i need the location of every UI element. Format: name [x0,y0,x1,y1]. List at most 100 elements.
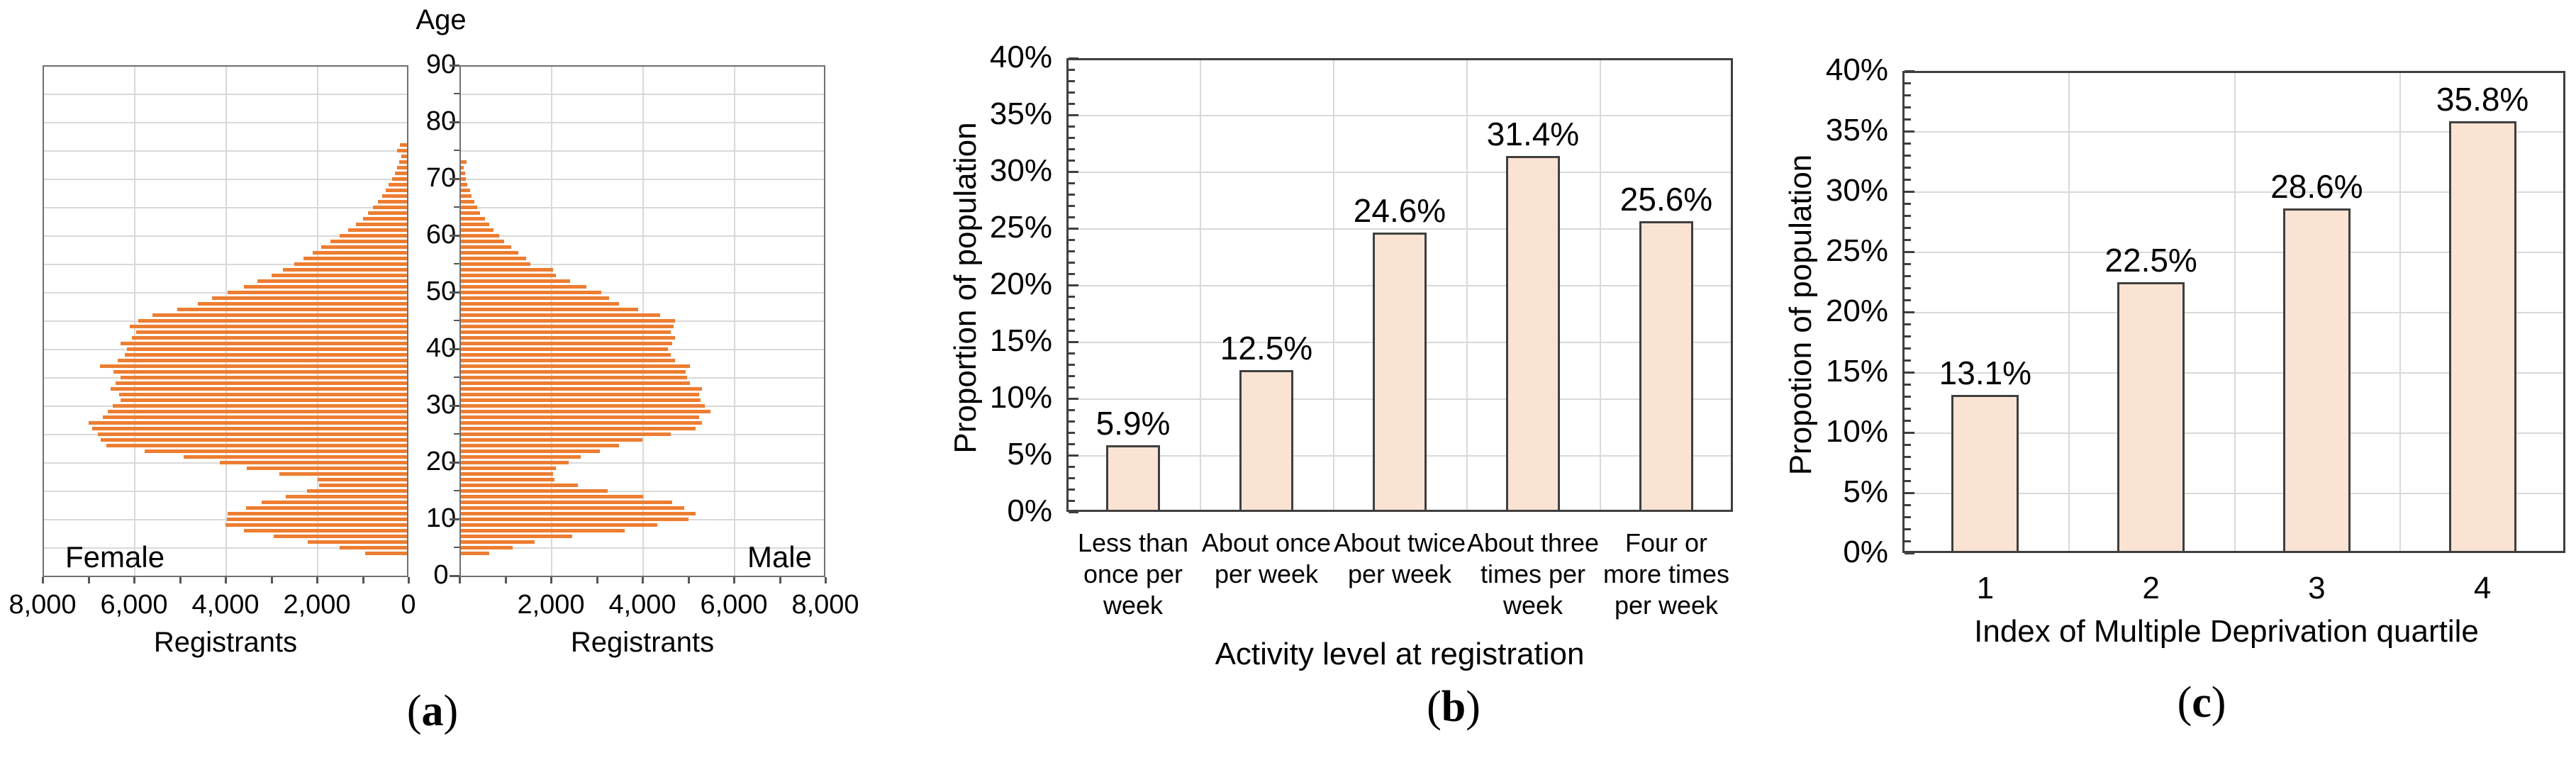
pyramid-bar-female [261,500,408,504]
pyramid-bar-female [184,454,408,459]
barchart-y-tick-minor [1069,103,1075,105]
barchart-gridline-h [1066,115,1733,116]
pyramid-bar-male [459,409,711,413]
pyramid-bar-female [118,392,408,396]
pyramid-x-tick [504,577,507,583]
barchart-y-tick-minor [1069,262,1075,264]
pyramid-bar-female [91,426,408,430]
barchart-y-tick-minor [1069,125,1075,128]
barchart-y-tick-label: 35% [989,96,1052,131]
caption-b: (b) [1427,682,1481,732]
pyramid-bar-female [98,432,408,436]
pyramid-age-tick-major [450,518,459,520]
pyramid-age-tick-minor [454,376,459,378]
barchart-gridline-v [1333,58,1334,512]
barchart-y-tick-major [1069,454,1078,457]
caption-c-open: ( [2177,679,2192,727]
pyramid-x-tick-label: 2,000 [517,590,585,620]
pyramid-bar-male [459,245,511,249]
barchart-y-tick-minor [1069,273,1075,275]
pyramid-bar-male [459,273,557,277]
pyramid-bar-male [459,256,527,260]
pyramid-bar-male [459,545,513,549]
pyramid-x-tick [825,577,827,583]
pyramid-bar-male [459,211,481,215]
pyramid-bar-male [459,534,572,538]
pyramid-x-tick [459,577,461,583]
pyramid-bar-male [459,330,671,334]
pyramid-bar-female [399,160,408,164]
barchart-gridline-v [2234,71,2236,553]
barchart-y-tick-minor [1069,420,1075,423]
barchart-y-tick-major [1905,492,1914,494]
barchart-gridline-v [1600,58,1601,512]
barchart-x-category-label: 1 [1976,571,1995,605]
pyramid-x-tick [225,577,227,583]
pyramid-x-tick-label: 6,000 [100,590,168,620]
barchart-y-tick-minor [1905,516,1911,518]
pyramid-bar-male [459,171,465,175]
pyramid-bar-male [459,471,554,476]
barchart-y-tick-minor [1905,215,1911,217]
barchart-y-tick-minor [1905,227,1911,229]
pyramid-bar-male [459,364,691,368]
pyramid-bar-male [459,454,581,459]
barchart-y-tick-minor [1905,444,1911,446]
pyramid-bar-female [396,165,408,169]
pyramid-bar-male [459,313,660,317]
barchart-bar [1951,395,2019,553]
pyramid-bar-male [459,341,672,345]
pyramid-bar-female [118,358,408,362]
barchart-y-tick-minor [1905,540,1911,542]
pyramid-age-tick-major [450,348,459,350]
barchart-x-category-label: 4 [2473,571,2492,605]
pyramid-bar-male [459,386,702,391]
barchart-y-tick-label: 35% [1825,113,1888,147]
pyramid-x-tick [42,577,44,583]
pyramid-x-tick-label: 0 [401,590,416,620]
barchart-y-tick-minor [1069,352,1075,354]
pyramid-bar-female [120,341,408,345]
pyramid-bar-female [303,256,408,260]
barchart-y-tick-minor [1069,216,1075,218]
pyramid-bar-male [459,296,609,300]
pyramid-age-tick-minor [454,547,459,548]
pyramid-x-tick-label: 2,000 [283,590,351,620]
barchart-y-tick-label: 5% [1007,437,1052,471]
pyramid-bar-male [459,301,620,306]
barchart-y-tick-minor [1069,80,1075,82]
barchart-y-tick-label: 40% [1825,52,1888,87]
pyramid-bar-male [459,528,625,532]
pyramid-male-side-label: Male [747,540,812,574]
pyramid-bar-male [459,551,489,555]
barchart-y-tick-label: 15% [1825,354,1888,389]
barchart-x-category-label: Less than once per week [1077,528,1189,620]
barchart-y-tick-major [1905,311,1914,313]
barchart-y-tick-minor [1905,106,1911,108]
pyramid-bar-male [459,239,505,243]
pyramid-bar-male [459,188,470,192]
pyramid-age-tick-major [450,291,459,294]
barchart-y-tick-minor [1069,160,1075,162]
pyramid-bar-female [211,296,408,300]
barchart-bar [2282,208,2351,553]
barchart-y-tick-label: 20% [1825,294,1888,328]
barchart-y-tick-minor [1905,335,1911,337]
pyramid-x-tick-label: 8,000 [9,590,77,620]
barchart-gridline-v [1466,58,1468,512]
pyramid-age-tick-minor [454,490,459,491]
barchart-y-tick-minor [1905,287,1911,289]
barchart-x-category-label: About twice per week [1333,528,1466,588]
pyramid-gridline-v [134,65,135,576]
pyramid-bar-male [459,205,478,209]
barchart-y-tick-minor [1069,443,1075,445]
pyramid-bar-male [459,222,489,226]
barchart-y-tick-label: 10% [1825,414,1888,449]
barchart-y-tick-label: 0% [1007,493,1052,528]
barchart-y-tick-minor [1069,137,1075,139]
caption-b-letter: b [1441,683,1466,731]
pyramid-bar-female [88,420,408,425]
barchart-y-tick-minor [1905,143,1911,145]
caption-c-letter: c [2192,679,2212,727]
pyramid-bar-female [111,386,408,391]
